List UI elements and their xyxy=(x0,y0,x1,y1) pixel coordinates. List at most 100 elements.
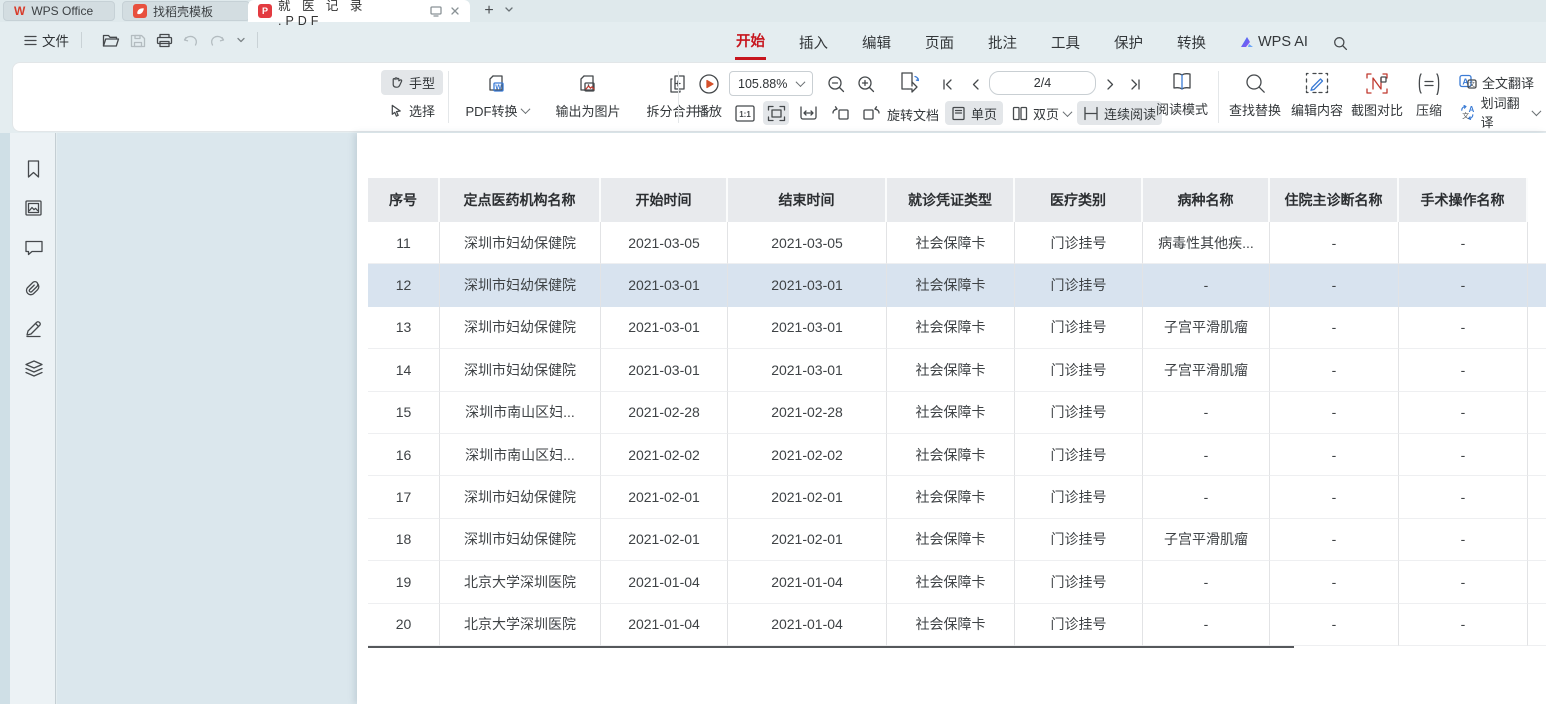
table-cell: 2021-01-04 xyxy=(728,603,887,646)
table-cell: - xyxy=(1399,391,1528,434)
first-page-button[interactable] xyxy=(937,72,957,96)
table-cell: 社会保障卡 xyxy=(887,518,1015,562)
edit-content-button[interactable]: 编辑内容 xyxy=(1289,72,1345,119)
select-tool-button[interactable]: 选择 xyxy=(381,98,443,123)
rotate-right-button[interactable] xyxy=(858,101,884,125)
column-header-spill xyxy=(1528,178,1546,222)
open-file-icon[interactable] xyxy=(102,33,120,48)
undo-icon[interactable] xyxy=(183,34,199,47)
chevron-down-icon xyxy=(1531,105,1542,116)
tab-list-chevron-icon[interactable] xyxy=(503,3,515,15)
double-page-button[interactable]: 双页 xyxy=(1006,101,1077,125)
table-cell: 2021-03-01 xyxy=(601,306,728,350)
table-cell: 门诊挂号 xyxy=(1015,603,1143,646)
pdf-convert-label: PDF转换 xyxy=(465,104,518,119)
next-page-button[interactable] xyxy=(1100,72,1120,96)
actual-size-button[interactable]: 1:1 xyxy=(732,101,758,125)
menu-tab-home[interactable]: 开始 xyxy=(735,27,766,60)
tab-document[interactable]: P 就 医 记 录 .PDF xyxy=(248,0,470,28)
read-mode-button[interactable]: 阅读模式 xyxy=(1155,70,1209,118)
menu-tab-page[interactable]: 页面 xyxy=(925,35,954,52)
chevron-left-icon xyxy=(972,78,979,90)
table-row[interactable]: 19 北京大学深圳医院 2021-01-04 2021-01-04 社会保障卡 门诊挂号 -… xyxy=(368,561,1546,604)
save-icon[interactable] xyxy=(130,33,146,48)
table-row[interactable]: 11 深圳市妇幼保健院 2021-03-05 2021-03-05 社会保障卡 门诊挂号病… xyxy=(368,222,1546,265)
continuous-read-label: 连续阅读 xyxy=(1104,106,1157,122)
menu-tab-protect[interactable]: 保护 xyxy=(1114,35,1143,52)
hand-icon xyxy=(392,77,403,88)
table-row[interactable]: 20 北京大学深圳医院 2021-01-04 2021-01-04 社会保障卡 门诊挂号 -… xyxy=(368,603,1546,646)
table-cell: 17 xyxy=(368,476,440,519)
table-cell: 深圳市妇幼保健院 xyxy=(440,222,601,265)
document-viewport[interactable]: 序号 定点医药机构名称 开始时间 结束时间 就诊凭证类型 医疗类别 病种名称 住院主诊断名称手… xyxy=(57,133,1546,704)
table-cell: 深圳市妇幼保健院 xyxy=(440,264,601,307)
find-replace-button[interactable]: 查找替换 xyxy=(1227,72,1283,119)
column-header: 手术操作名称 xyxy=(1399,178,1528,222)
table-cell: - xyxy=(1270,306,1399,350)
compress-button[interactable]: 压缩 xyxy=(1411,72,1447,119)
rotate-left-button[interactable] xyxy=(828,101,854,125)
file-menu-button[interactable]: 文件 xyxy=(24,30,69,50)
rotate-doc-label[interactable]: 旋转文档 xyxy=(887,108,940,123)
single-page-label: 单页 xyxy=(971,106,998,122)
pdf-convert-button[interactable]: W PDF转换 xyxy=(456,72,538,120)
layers-icon[interactable] xyxy=(24,359,44,378)
screenshot-compare-button[interactable]: 截图对比 xyxy=(1349,72,1405,119)
table-row[interactable]: 18 深圳市妇幼保健院 2021-02-01 2021-02-01 社会保障卡 门诊挂号子… xyxy=(368,518,1546,562)
table-row[interactable]: 16 深圳市南山区妇... 2021-02-02 2021-02-02 社会保障卡 门诊挂… xyxy=(368,433,1546,477)
table-row-selected[interactable]: 12 深圳市妇幼保健院 2021-03-01 2021-03-01 社会保障卡 门诊挂号 -… xyxy=(368,264,1546,307)
rotate-pages-button[interactable] xyxy=(895,70,923,96)
tab-wps-office[interactable]: W WPS Office xyxy=(3,1,115,21)
pin-to-desktop-icon[interactable] xyxy=(430,5,442,17)
continuous-read-button[interactable]: 连续阅读 xyxy=(1077,101,1163,125)
zoom-level-dropdown[interactable]: 105.88% xyxy=(729,71,813,96)
column-header: 开始时间 xyxy=(601,178,728,222)
bookmark-icon[interactable] xyxy=(24,159,43,179)
tab-docer[interactable]: 找稻壳模板 xyxy=(122,1,250,21)
page-number-input[interactable]: 2/4 xyxy=(989,71,1096,95)
comment-icon[interactable] xyxy=(24,239,44,256)
docer-icon xyxy=(133,4,147,18)
play-button[interactable]: 播放 xyxy=(686,72,732,120)
export-image-button[interactable]: 输出为图片 xyxy=(544,72,632,120)
attachment-icon[interactable] xyxy=(24,279,44,298)
table-cell: 2021-03-01 xyxy=(601,264,728,307)
zoom-out-button[interactable] xyxy=(823,72,849,96)
fit-width-button[interactable] xyxy=(795,101,821,125)
table-cell: 16 xyxy=(368,433,440,477)
thumbnail-icon[interactable] xyxy=(24,199,43,217)
screenshot-compare-label: 截图对比 xyxy=(1350,103,1403,118)
menu-tab-annotate[interactable]: 批注 xyxy=(988,35,1017,52)
menu-tab-convert[interactable]: 转换 xyxy=(1177,35,1206,52)
menu-search-icon[interactable] xyxy=(1333,36,1348,51)
table-row[interactable]: 14 深圳市妇幼保健院 2021-03-01 2021-03-01 社会保障卡 门诊挂号子… xyxy=(368,349,1546,392)
table-cell: 2021-03-05 xyxy=(601,222,728,265)
previous-page-button[interactable] xyxy=(965,72,985,96)
zoom-in-button[interactable] xyxy=(853,72,879,96)
new-tab-button[interactable]: + xyxy=(484,2,494,19)
table-cell: 门诊挂号 xyxy=(1015,306,1143,350)
last-page-button[interactable] xyxy=(1125,72,1145,96)
signature-icon[interactable] xyxy=(24,319,43,338)
table-row[interactable]: 17 深圳市妇幼保健院 2021-02-01 2021-02-01 社会保障卡 门诊挂号 -… xyxy=(368,476,1546,519)
table-row[interactable]: 13 深圳市妇幼保健院 2021-03-01 2021-03-01 社会保障卡 门诊挂号子… xyxy=(368,306,1546,350)
fit-page-button[interactable] xyxy=(763,101,789,125)
menu-tab-wps-ai[interactable]: WPS AI xyxy=(1239,31,1309,56)
fit-width-icon xyxy=(799,105,817,120)
menu-tab-edit[interactable]: 编辑 xyxy=(862,35,891,52)
chevron-right-icon xyxy=(1106,78,1113,90)
hand-tool-button[interactable]: 手型 xyxy=(381,70,444,95)
table-cell: 18 xyxy=(368,518,440,562)
close-tab-icon[interactable] xyxy=(450,6,460,16)
single-page-button[interactable]: 单页 xyxy=(945,101,1004,125)
print-icon[interactable] xyxy=(156,33,173,48)
quickbar-chevron-icon[interactable] xyxy=(235,34,247,46)
table-row[interactable]: 15 深圳市南山区妇... 2021-02-28 2021-02-28 社会保障卡 门诊挂… xyxy=(368,391,1546,434)
menu-tab-tools[interactable]: 工具 xyxy=(1051,35,1080,52)
column-header: 病种名称 xyxy=(1143,178,1270,222)
redo-icon[interactable] xyxy=(209,34,225,47)
menu-tab-insert[interactable]: 插入 xyxy=(799,35,828,52)
table-cell-spill xyxy=(1528,392,1546,434)
